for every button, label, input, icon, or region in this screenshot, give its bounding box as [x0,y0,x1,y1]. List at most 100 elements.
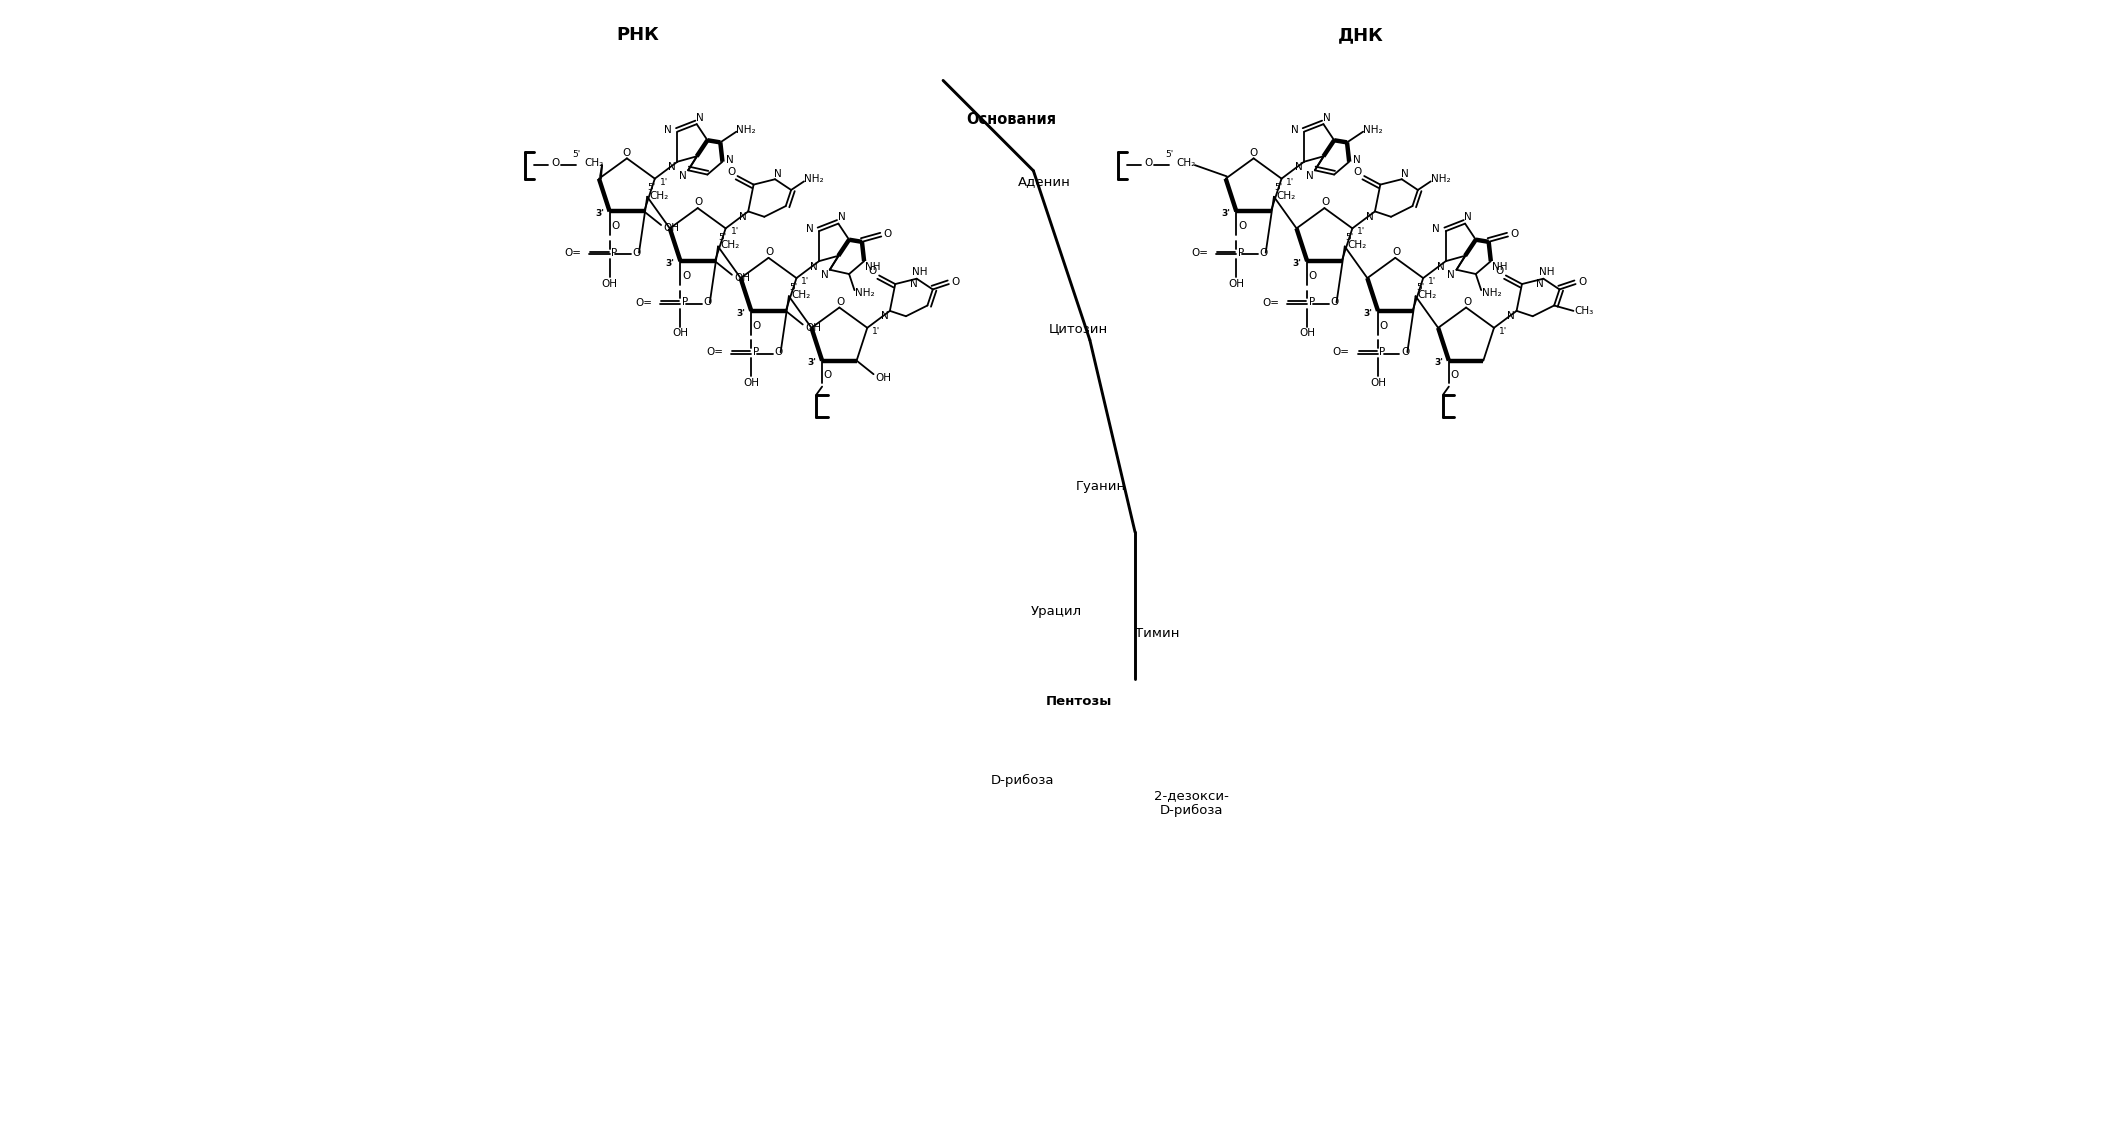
Text: CH₃: CH₃ [1576,306,1595,316]
Text: N: N [663,125,672,135]
Text: N: N [1432,224,1440,234]
Text: O: O [1259,248,1267,258]
Text: O: O [775,348,784,357]
Text: O: O [1392,247,1400,257]
Text: O: O [634,248,640,258]
Text: Аденин: Аденин [1018,175,1071,189]
Text: N: N [727,155,733,164]
Text: CH₂: CH₂ [1347,240,1366,250]
Text: O: O [836,297,845,307]
Text: CH₂: CH₂ [792,290,811,300]
Text: NH₂: NH₂ [1430,174,1451,185]
Text: 3': 3' [1364,309,1373,318]
Text: NH₂: NH₂ [737,125,756,135]
Text: NH₂: NH₂ [805,174,824,185]
Text: CH₂: CH₂ [1417,290,1436,300]
Text: N: N [678,171,686,181]
Text: O: O [950,277,959,286]
Text: Тимин: Тимин [1136,627,1181,641]
Text: P: P [1238,248,1244,258]
Text: O: O [682,271,691,281]
Text: 5': 5' [1345,233,1354,242]
Text: 5': 5' [1166,151,1172,160]
Text: 3': 3' [596,209,604,218]
Text: CH₂: CH₂ [585,158,604,169]
Text: O: O [610,221,619,231]
Text: 3': 3' [1434,359,1442,368]
Text: N: N [1322,113,1331,122]
Text: 3': 3' [737,309,746,318]
Text: OH: OH [876,372,891,383]
Text: OH: OH [743,378,760,388]
Text: CH₂: CH₂ [1176,158,1195,169]
Text: Основания: Основания [965,112,1056,128]
Text: O: O [765,247,773,257]
Text: N: N [1290,125,1299,135]
Text: N: N [1508,311,1514,321]
Text: P: P [1379,348,1385,357]
Text: 1': 1' [1428,277,1436,286]
Text: O: O [1322,197,1331,207]
Text: O: O [1250,147,1259,157]
Text: O: O [703,298,712,308]
Text: N: N [910,280,917,289]
Text: 3': 3' [807,359,817,368]
Text: O=: O= [1191,248,1208,258]
Text: OH: OH [1371,378,1385,388]
Text: CH₂: CH₂ [720,240,739,250]
Text: 5': 5' [718,233,727,242]
Text: NH₂: NH₂ [1483,289,1502,299]
Text: 1': 1' [872,327,881,336]
Text: N: N [1535,280,1544,289]
Text: N: N [775,169,781,179]
Text: 1': 1' [1286,178,1295,187]
Text: OH: OH [1299,328,1316,338]
Text: N: N [822,271,828,280]
Text: O: O [1464,297,1472,307]
Text: O: O [1145,158,1153,169]
Text: 1': 1' [800,277,809,286]
Text: N: N [1295,162,1303,172]
Text: N: N [667,162,676,172]
Text: O: O [752,320,760,331]
Text: 5': 5' [648,183,657,192]
Text: P: P [752,348,758,357]
Text: 5': 5' [790,283,798,292]
Text: O: O [868,266,876,276]
Text: 3': 3' [665,259,676,268]
Text: Урацил: Урацил [1031,604,1081,618]
Text: O: O [883,230,891,239]
Text: 1': 1' [1500,327,1508,336]
Text: N: N [838,212,845,222]
Text: O: O [1354,166,1362,177]
Text: 3': 3' [1293,259,1301,268]
Text: N: N [1436,261,1445,272]
Text: O: O [1309,271,1318,281]
Text: N: N [1305,171,1314,181]
Text: Пентозы: Пентозы [1045,695,1111,708]
Text: N: N [809,261,817,272]
Text: Гуанин: Гуанин [1075,480,1126,494]
Text: O: O [1238,221,1246,231]
Text: 1': 1' [1358,228,1366,237]
Text: OH: OH [1229,278,1244,289]
Text: O=: O= [1333,348,1350,358]
Text: 5': 5' [1274,183,1282,192]
Text: NH₂: NH₂ [1362,125,1383,135]
Text: N: N [697,113,703,122]
Text: 2-дезокси-
D-рибоза: 2-дезокси- D-рибоза [1153,789,1229,817]
Text: P: P [1309,298,1316,308]
Text: N: N [1464,212,1472,222]
Text: O=: O= [636,298,653,308]
Text: O: O [1510,230,1519,239]
Text: N: N [739,212,748,222]
Text: O=: O= [705,348,722,358]
Text: N: N [1354,155,1360,164]
Text: N: N [1366,212,1373,222]
Text: 3': 3' [1221,209,1231,218]
Text: O=: O= [1263,298,1280,308]
Text: O: O [1495,266,1504,276]
Text: O: O [623,147,631,157]
Text: 5': 5' [1415,283,1423,292]
Text: NH: NH [866,261,881,272]
